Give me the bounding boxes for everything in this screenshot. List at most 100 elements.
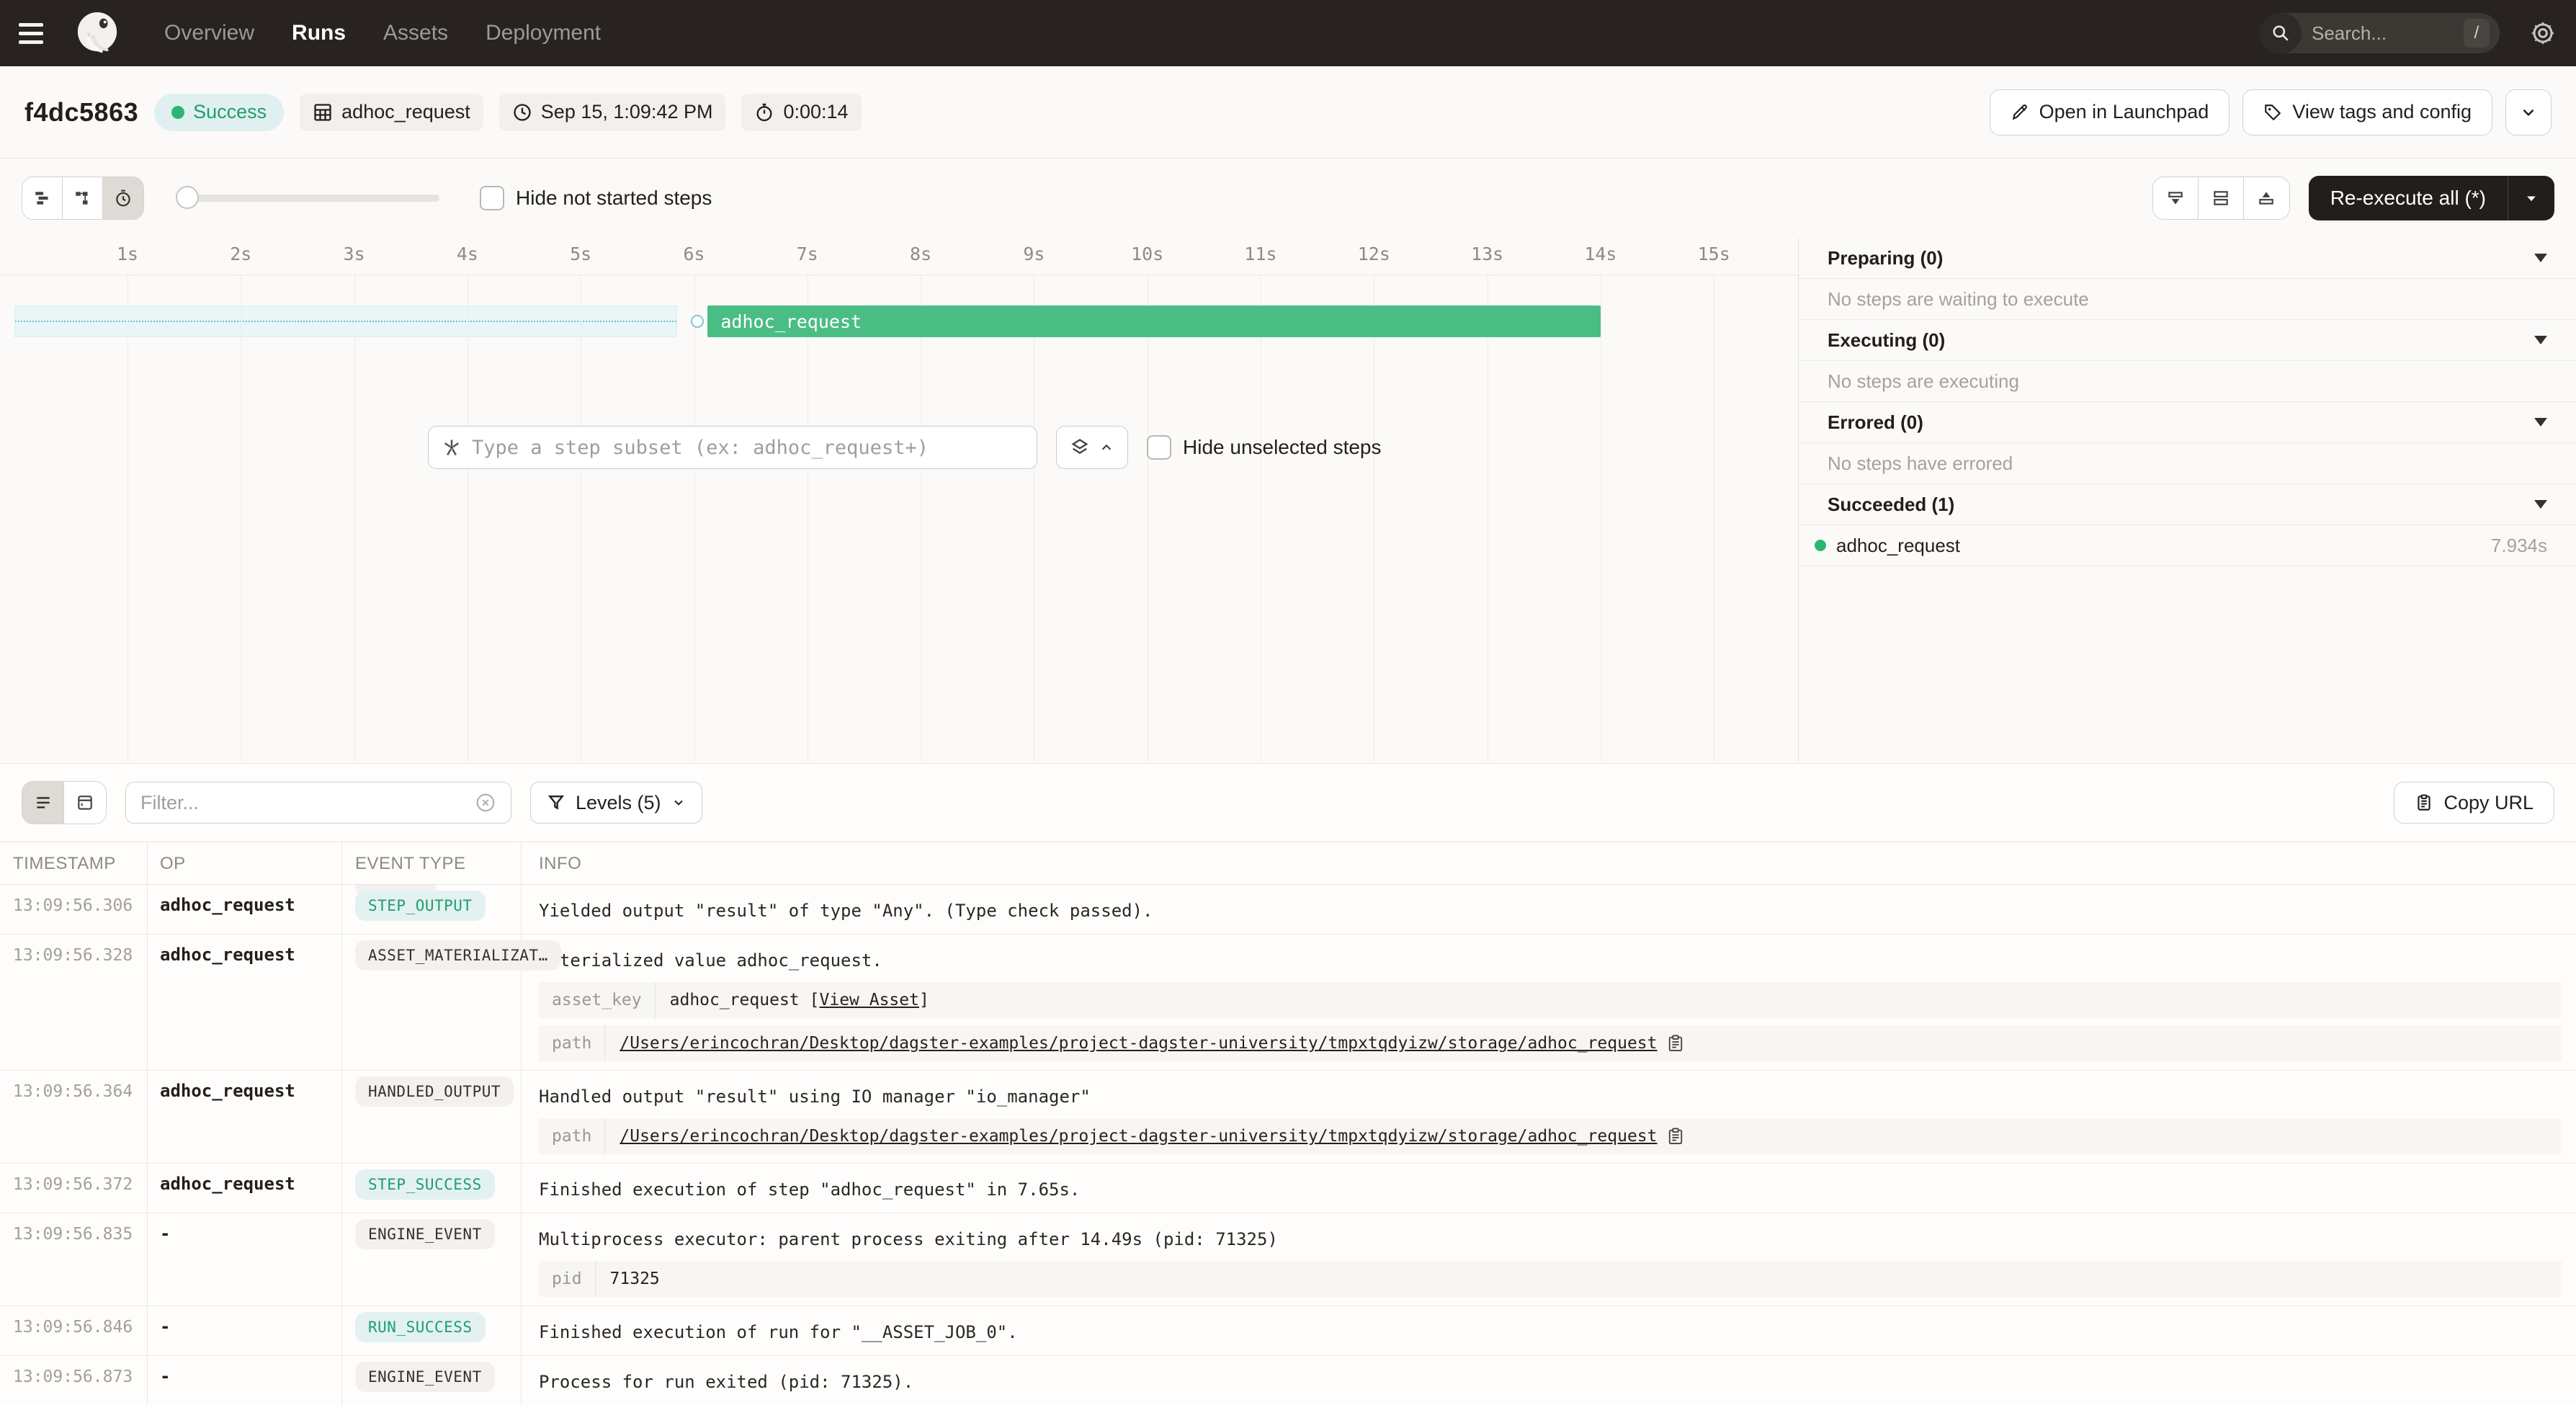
settings-gear-icon[interactable]	[2528, 19, 2557, 48]
job-tag[interactable]: adhoc_request	[300, 93, 483, 131]
log-op: -	[160, 1366, 171, 1386]
log-message: Finished execution of run for "__ASSET_J…	[539, 1322, 1018, 1342]
copy-path-icon[interactable]	[1668, 1127, 1683, 1146]
panel-empty-state: No steps are waiting to execute	[1799, 279, 2576, 320]
menu-icon[interactable]	[19, 17, 50, 49]
view-waterfall-gantt-button[interactable]	[63, 177, 103, 219]
log-op: adhoc_request	[160, 1174, 295, 1194]
clipboard-icon	[2418, 794, 2431, 811]
gantt-io-marker-icon[interactable]	[691, 315, 705, 328]
step-subset-placeholder: Type a step subset (ex: adhoc_request+)	[472, 436, 929, 459]
copy-url-button[interactable]: Copy URL	[2394, 782, 2554, 824]
log-pane: Filter... Levels (5) Copy URL	[0, 763, 2576, 1405]
metadata-value[interactable]: /Users/erincochran/Desktop/dagster-examp…	[620, 1034, 1658, 1053]
nav-link-runs[interactable]: Runs	[292, 21, 346, 45]
stopwatch-icon	[756, 103, 772, 121]
axis-tick-label: 3s	[343, 244, 365, 264]
axis-tick-label: 2s	[230, 244, 252, 264]
axis-tick-label: 8s	[910, 244, 932, 264]
metadata-entry: asset_key adhoc_request [View Asset]	[539, 982, 2562, 1018]
log-info: Yielded output "result" of type "Any". (…	[539, 892, 2562, 925]
view-timed-gantt-button[interactable]	[103, 177, 143, 219]
search-input[interactable]: Search... /	[2260, 13, 2500, 53]
log-timestamp: 13:09:56.372	[13, 1175, 133, 1194]
copy-path-icon[interactable]	[1668, 1034, 1683, 1053]
panel-section-header[interactable]: Preparing (0)	[1799, 238, 2576, 279]
metadata-key: path	[539, 1118, 606, 1154]
log-row: 13:09:56.306 adhoc_request STEP_OUTPUT Yiel…	[0, 885, 2576, 935]
reexecute-all-button[interactable]: Re-execute all (*)	[2308, 176, 2554, 220]
log-info: Process for run exited (pid: 71325).	[539, 1363, 2562, 1396]
nav-links: Overview Runs Assets Deployment	[164, 21, 601, 45]
log-filter-input[interactable]: Filter...	[125, 782, 511, 824]
panel-section-header[interactable]: Succeeded (1)	[1799, 484, 2576, 525]
axis-tick-label: 1s	[116, 244, 139, 264]
gantt-view-mode-group	[22, 177, 144, 220]
event-type-pill: STEP_SUCCESS	[355, 1169, 495, 1200]
hide-not-started-checkbox[interactable]	[480, 186, 504, 210]
step-subset-input[interactable]: Type a step subset (ex: adhoc_request+)	[428, 426, 1037, 469]
log-row: 13:09:56.846 - RUN_SUCCESS Finished executi…	[0, 1306, 2576, 1356]
axis-tick-label: 6s	[683, 244, 705, 264]
panel-step-row[interactable]: adhoc_request 7.934s	[1799, 525, 2576, 566]
search-shortcut-key: /	[2464, 19, 2490, 48]
view-asset-link[interactable]: View Asset	[819, 991, 919, 1009]
log-timestamp: 13:09:56.846	[13, 1318, 133, 1337]
structured-log-button[interactable]	[22, 782, 64, 824]
step-status-panel: Preparing (0) No steps are waiting to exe…	[1798, 238, 2576, 762]
reexecute-dropdown-caret[interactable]	[2508, 176, 2554, 220]
metadata-entry: path/Users/erincochran/Desktop/dagster-e…	[539, 1025, 2562, 1061]
gantt-step-bar[interactable]: adhoc_request	[707, 305, 1601, 337]
log-info: Handled output "result" using IO manager…	[539, 1078, 2562, 1154]
event-type-pill: STEP_OUTPUT	[355, 891, 486, 921]
search-icon	[2260, 13, 2302, 53]
hide-not-started-checkbox-row[interactable]: Hide not started steps	[480, 186, 712, 210]
slider-thumb[interactable]	[176, 186, 199, 209]
log-row: 13:09:56.835 - ENGINE_EVENT Multiprocess ex…	[0, 1213, 2576, 1306]
open-in-launchpad-button[interactable]: Open in Launchpad	[1989, 89, 2230, 135]
col-timestamp: TIMESTAMP	[13, 854, 116, 873]
layout-top-button[interactable]	[2244, 177, 2289, 219]
filter-placeholder: Filter...	[140, 791, 200, 813]
log-table-header: TIMESTAMP OP EVENT TYPE INFO	[0, 842, 2576, 885]
stopwatch-icon	[116, 189, 130, 207]
metadata-value: adhoc_request	[669, 991, 800, 1009]
start-time-tag: Sep 15, 1:09:42 PM	[498, 93, 726, 131]
view-flat-gantt-button[interactable]	[22, 177, 63, 219]
panel-section-header[interactable]: Errored (0)	[1799, 402, 2576, 443]
panel-top-icon	[2259, 192, 2273, 205]
log-info: Materialized value adhoc_request. asset_k…	[539, 942, 2562, 1061]
layout-bottom-button[interactable]	[2153, 177, 2199, 219]
hide-unselected-checkbox-row[interactable]: Hide unselected steps	[1147, 435, 1382, 460]
axis-tick-label: 9s	[1023, 244, 1045, 264]
col-op: OP	[160, 854, 186, 873]
graph-query-toggle-button[interactable]	[1056, 426, 1128, 469]
nav-link-deployment[interactable]: Deployment	[486, 21, 601, 45]
panel-bottom-icon	[2168, 192, 2183, 205]
nav-link-overview[interactable]: Overview	[164, 21, 255, 45]
levels-dropdown-button[interactable]: Levels (5)	[530, 782, 702, 824]
gantt-zoom-slider[interactable]	[176, 177, 439, 219]
layout-split-button[interactable]	[2199, 177, 2244, 219]
raw-log-button[interactable]	[64, 782, 106, 824]
view-tags-config-button[interactable]: View tags and config	[2242, 89, 2492, 135]
log-info: Finished execution of step "adhoc_reques…	[539, 1171, 2562, 1204]
log-op: adhoc_request	[160, 895, 295, 915]
clear-filter-icon[interactable]	[475, 792, 496, 813]
panel-empty-state: No steps have errored	[1799, 443, 2576, 484]
tag-icon	[2265, 104, 2281, 120]
run-header-more-button[interactable]	[2505, 89, 2552, 135]
log-row: 13:09:56.372 adhoc_request STEP_SUCCESS Fin…	[0, 1164, 2576, 1213]
top-nav: Overview Runs Assets Deployment Search... /	[0, 0, 2576, 66]
metadata-entry: path/Users/erincochran/Desktop/dagster-e…	[539, 1118, 2562, 1154]
gantt-waiting-bar[interactable]	[14, 305, 677, 337]
dagster-logo-icon[interactable]	[75, 11, 120, 55]
metadata-value[interactable]: /Users/erincochran/Desktop/dagster-examp…	[620, 1127, 1658, 1146]
log-op: adhoc_request	[160, 1081, 295, 1101]
hide-unselected-checkbox[interactable]	[1147, 435, 1171, 460]
panel-section-header[interactable]: Executing (0)	[1799, 320, 2576, 361]
chevron-up-icon	[1101, 444, 1112, 450]
log-timestamp: 13:09:56.328	[13, 946, 133, 965]
nav-link-assets[interactable]: Assets	[383, 21, 449, 45]
metadata-value: 71325	[609, 1270, 660, 1288]
